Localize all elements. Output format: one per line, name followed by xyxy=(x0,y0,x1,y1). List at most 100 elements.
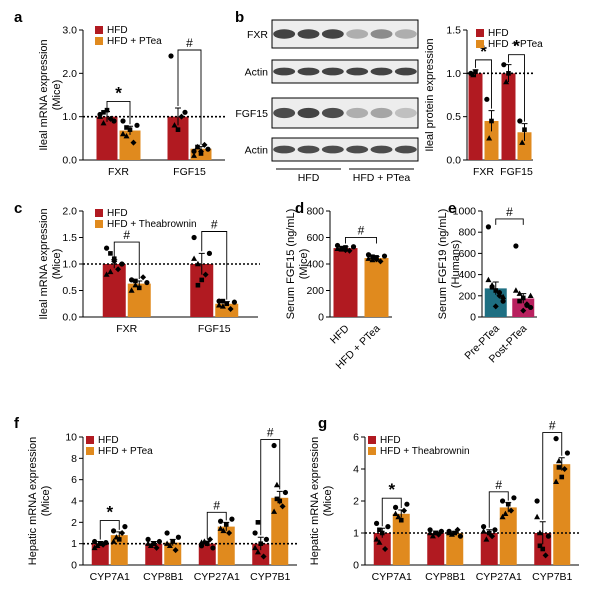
data-point xyxy=(505,501,511,507)
data-point xyxy=(470,71,477,78)
legend-entry: HFD xyxy=(380,435,401,446)
data-point xyxy=(91,544,98,551)
data-point xyxy=(365,255,372,261)
data-point xyxy=(448,531,455,537)
y-tick-label: 0.5 xyxy=(446,111,461,123)
blot-band xyxy=(321,145,344,154)
data-point xyxy=(120,118,126,124)
data-point xyxy=(282,489,289,496)
significance-label: * xyxy=(513,37,520,56)
y-axis-label: Serum FGF19 (ng/mL) xyxy=(437,209,449,320)
significance-label: * xyxy=(115,83,122,102)
data-point xyxy=(153,544,160,551)
data-point xyxy=(151,541,157,546)
data-point xyxy=(201,141,208,148)
blot-band xyxy=(297,29,320,39)
data-point xyxy=(227,306,234,313)
data-point xyxy=(132,282,139,288)
data-point xyxy=(454,526,461,533)
panel-label: f xyxy=(14,415,20,432)
legend-swatch xyxy=(368,436,376,444)
data-point xyxy=(517,118,523,124)
legend-swatch xyxy=(95,209,103,217)
x-tick-label: HFD xyxy=(328,322,352,346)
data-point xyxy=(140,274,147,281)
x-tick-label: FGF15 xyxy=(500,166,533,178)
data-point xyxy=(433,530,439,536)
data-point xyxy=(377,527,382,533)
significance-label: # xyxy=(549,419,556,433)
bar xyxy=(468,73,483,160)
data-point xyxy=(182,109,188,115)
data-point xyxy=(511,495,517,501)
data-point xyxy=(524,302,530,308)
data-point xyxy=(229,516,235,522)
y-tick-label: 0.0 xyxy=(62,155,77,167)
y-tick-label: 6 xyxy=(353,432,359,444)
blot-band xyxy=(370,145,393,154)
y-tick-label: 0 xyxy=(71,560,77,572)
data-point xyxy=(172,547,179,554)
bar xyxy=(501,73,516,160)
blot-band xyxy=(297,107,320,119)
legend-entry: HFD + PTea xyxy=(488,39,543,50)
y-axis-label: Ileal mRNA expression xyxy=(38,39,50,150)
significance-label-bracket xyxy=(475,59,492,109)
y-tick-label: 1.0 xyxy=(446,68,461,80)
data-point xyxy=(516,290,523,296)
data-point xyxy=(210,545,216,551)
blot-band xyxy=(394,67,417,76)
y-tick-label: 1.0 xyxy=(62,111,77,123)
bar xyxy=(190,264,214,317)
data-point xyxy=(501,62,507,68)
legend-swatch xyxy=(95,26,103,34)
data-point xyxy=(252,530,258,536)
blot-band xyxy=(273,29,296,39)
y-axis-label: (Mice) xyxy=(51,80,63,111)
data-point xyxy=(489,285,495,290)
data-point xyxy=(342,247,349,254)
blot-band xyxy=(297,67,320,76)
data-point xyxy=(508,507,515,514)
y-tick-label: 0.0 xyxy=(446,155,461,167)
significance-label-bracket xyxy=(542,432,563,520)
data-point xyxy=(346,247,353,254)
error-bar xyxy=(521,123,528,141)
data-point xyxy=(522,127,527,132)
y-axis-label: (Humans) xyxy=(450,240,462,288)
bar xyxy=(446,533,464,565)
data-point xyxy=(334,242,341,249)
y-axis-label: (Mice) xyxy=(40,486,52,517)
blot-band xyxy=(346,145,369,154)
data-point xyxy=(500,298,506,304)
data-point xyxy=(350,244,357,250)
y-axis-label: Hepatic mRNA expression xyxy=(27,437,39,565)
legend-entry: HFD xyxy=(107,25,128,36)
data-point xyxy=(496,290,503,296)
data-point xyxy=(492,527,498,533)
data-point xyxy=(127,127,133,132)
data-point xyxy=(199,277,205,283)
y-tick-label: 800 xyxy=(458,227,476,239)
bar xyxy=(553,464,571,565)
blot-band xyxy=(321,67,344,76)
y-tick-label: 1.5 xyxy=(446,25,461,37)
data-point xyxy=(110,538,117,544)
data-point xyxy=(260,553,267,560)
data-point xyxy=(401,507,408,514)
y-axis-label: Serum FGF15 (ng/mL) xyxy=(285,209,297,320)
data-point xyxy=(493,288,499,293)
y-tick-label: 200 xyxy=(458,290,476,302)
blot-strip xyxy=(271,97,419,129)
blot-row-label: FGF15 xyxy=(235,108,268,120)
blot-band xyxy=(346,29,369,39)
significance-label: * xyxy=(106,503,113,522)
data-point xyxy=(103,245,110,251)
data-point xyxy=(373,256,380,263)
y-axis-label: (Mice) xyxy=(322,486,334,517)
data-point xyxy=(115,266,122,273)
significance-label: # xyxy=(186,36,193,50)
legend-swatch xyxy=(368,447,376,455)
y-tick-label: 2.0 xyxy=(62,206,77,218)
